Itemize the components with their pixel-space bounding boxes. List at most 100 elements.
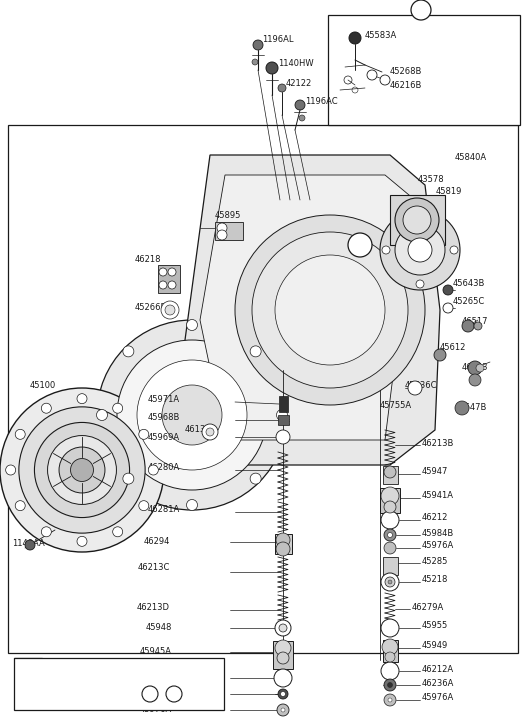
Circle shape: [281, 708, 285, 712]
Circle shape: [276, 542, 290, 556]
Circle shape: [416, 212, 424, 220]
Text: 46236A: 46236A: [422, 678, 454, 688]
Polygon shape: [200, 175, 415, 440]
Circle shape: [77, 393, 87, 403]
Bar: [390, 195, 445, 245]
Circle shape: [217, 230, 227, 240]
Text: 45948: 45948: [146, 624, 172, 632]
Bar: [215, 222, 243, 240]
Text: 45583A: 45583A: [365, 31, 397, 41]
Text: 45100: 45100: [30, 380, 56, 390]
Circle shape: [253, 40, 263, 50]
Bar: [279, 396, 288, 412]
Circle shape: [277, 652, 289, 664]
Circle shape: [123, 346, 134, 357]
Text: 45955: 45955: [422, 622, 448, 630]
Circle shape: [384, 694, 396, 706]
Text: 46223: 46223: [462, 363, 488, 371]
Text: 45819: 45819: [436, 188, 462, 196]
Circle shape: [25, 540, 35, 550]
Circle shape: [161, 301, 179, 319]
Text: 45976A: 45976A: [422, 542, 454, 550]
Text: 45755A: 45755A: [380, 401, 412, 409]
Circle shape: [408, 238, 432, 262]
Text: 46216B: 46216B: [390, 81, 422, 89]
Circle shape: [385, 652, 395, 662]
Bar: [380, 488, 400, 513]
Bar: [383, 557, 398, 575]
Polygon shape: [185, 155, 440, 465]
Text: 46280A: 46280A: [148, 464, 180, 473]
Circle shape: [381, 619, 399, 637]
Circle shape: [275, 255, 385, 365]
Circle shape: [275, 640, 291, 656]
Circle shape: [0, 388, 164, 552]
Circle shape: [41, 403, 51, 413]
Circle shape: [384, 529, 396, 541]
Circle shape: [469, 374, 481, 386]
Text: 45941A: 45941A: [422, 491, 454, 500]
Circle shape: [403, 206, 431, 234]
Circle shape: [71, 459, 94, 481]
Circle shape: [217, 223, 227, 233]
Circle shape: [349, 32, 361, 44]
Text: ~: ~: [158, 689, 166, 699]
Text: 1196AL: 1196AL: [262, 36, 294, 44]
Text: 45643B: 45643B: [453, 279, 485, 289]
Circle shape: [19, 407, 145, 533]
Bar: [14, 658, 224, 710]
Text: 46517: 46517: [462, 318, 488, 326]
Circle shape: [277, 409, 287, 420]
Text: THE NO. 45000A :: THE NO. 45000A :: [18, 689, 101, 699]
Bar: [8, 125, 518, 653]
Bar: [158, 265, 180, 293]
Text: 45612: 45612: [440, 343, 467, 353]
Circle shape: [276, 430, 290, 444]
Text: 45895: 45895: [215, 211, 242, 220]
Circle shape: [117, 340, 267, 490]
Circle shape: [388, 580, 392, 584]
Text: 46212: 46212: [422, 513, 448, 523]
Circle shape: [187, 319, 197, 331]
Text: 45218: 45218: [422, 576, 448, 585]
Circle shape: [97, 320, 287, 510]
Text: 45989A: 45989A: [140, 689, 172, 699]
Text: 46131: 46131: [185, 425, 212, 435]
Circle shape: [278, 689, 288, 699]
Text: 45947: 45947: [422, 467, 448, 476]
Circle shape: [280, 691, 286, 696]
Circle shape: [387, 532, 393, 537]
Circle shape: [384, 679, 396, 691]
Text: 45268B: 45268B: [390, 68, 422, 76]
Circle shape: [266, 62, 278, 74]
Circle shape: [252, 59, 258, 65]
Circle shape: [202, 424, 218, 440]
Text: 45949: 45949: [422, 641, 448, 651]
Bar: [275, 534, 292, 554]
Circle shape: [384, 542, 396, 554]
Text: 1140AA: 1140AA: [12, 539, 45, 547]
Circle shape: [252, 232, 408, 388]
Circle shape: [411, 0, 431, 20]
Text: 45264A: 45264A: [400, 206, 432, 214]
Circle shape: [59, 447, 105, 493]
Circle shape: [139, 501, 149, 510]
Text: 46213D: 46213D: [137, 603, 170, 611]
Circle shape: [367, 70, 377, 80]
Circle shape: [476, 364, 484, 372]
Text: 45647B: 45647B: [455, 403, 487, 411]
Circle shape: [295, 100, 305, 110]
Text: 45984B: 45984B: [422, 529, 454, 537]
Text: 46213C: 46213C: [138, 563, 170, 572]
Circle shape: [385, 577, 395, 587]
Text: NOTE: NOTE: [18, 662, 43, 670]
Circle shape: [387, 683, 393, 688]
Text: 45969A: 45969A: [148, 433, 180, 441]
Circle shape: [165, 305, 175, 315]
Text: 45945A: 45945A: [140, 648, 172, 656]
Circle shape: [278, 84, 286, 92]
Circle shape: [395, 198, 439, 242]
Circle shape: [113, 403, 123, 413]
Circle shape: [159, 281, 167, 289]
Circle shape: [275, 620, 291, 636]
